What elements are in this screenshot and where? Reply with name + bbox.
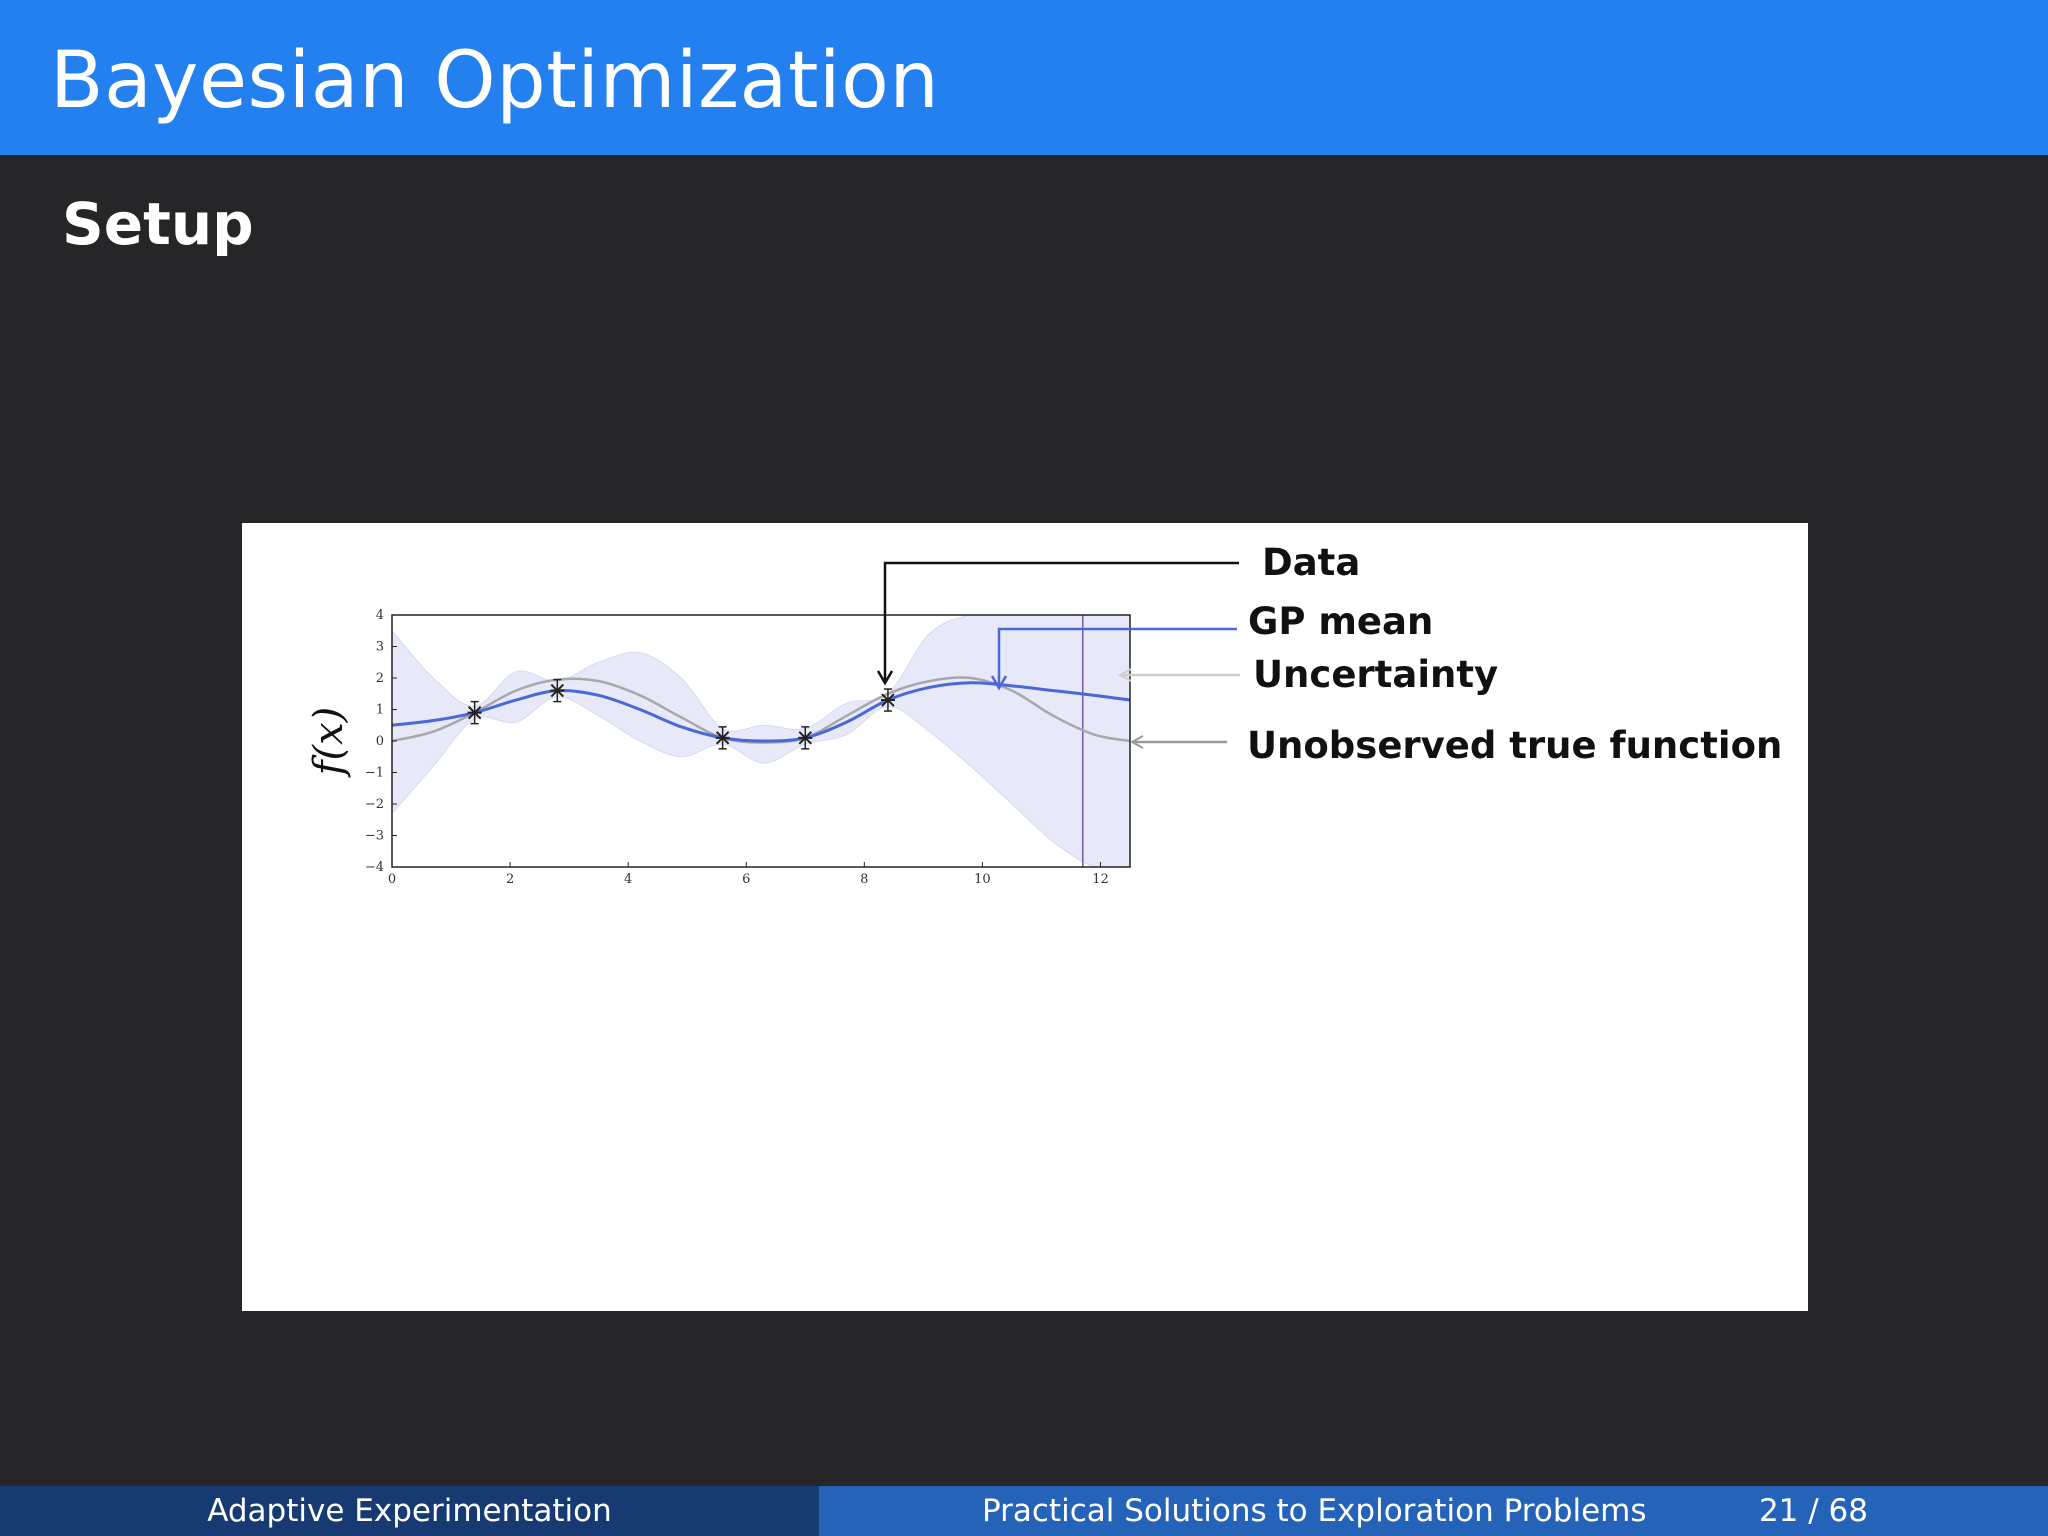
y-tick-label: −3 (365, 829, 384, 844)
x-tick-label: 10 (974, 872, 991, 887)
y-tick-label: −1 (365, 766, 384, 781)
data-point (467, 700, 482, 725)
slide-title: Bayesian Optimization (50, 36, 940, 126)
title-bar: Bayesian Optimization (0, 0, 2048, 155)
true-function-line (392, 676, 1130, 744)
gp-mean-annotation-arrow (990, 627, 1237, 691)
data-point (715, 726, 730, 750)
data-point (880, 688, 895, 712)
footer-right: Practical Solutions to Exploration Probl… (819, 1486, 2048, 1536)
footer-bar: Adaptive Experimentation Practical Solut… (0, 1486, 2048, 1536)
true-function-annotation-arrow (1129, 735, 1227, 749)
y-tick-label: 4 (376, 608, 384, 623)
y-tick-label: −4 (365, 860, 384, 875)
data-point (798, 726, 813, 750)
footer-page-number: 21 / 68 (1758, 1493, 1868, 1529)
y-tick-label: 3 (376, 640, 384, 655)
x-tick-label: 4 (624, 872, 632, 887)
x-tick-label: 6 (742, 872, 750, 887)
x-tick-label: 8 (860, 872, 868, 887)
x-tick-label: 2 (506, 872, 514, 887)
x-tick-label: 0 (388, 872, 396, 887)
y-tick-label: −2 (365, 797, 384, 812)
annotation-gp-mean: GP mean (1248, 600, 1433, 643)
footer-left: Adaptive Experimentation (0, 1486, 819, 1536)
data-point (550, 678, 565, 703)
uncertainty-annotation-arrow (1117, 668, 1240, 682)
footer-talk-title: Practical Solutions to Exploration Probl… (982, 1493, 1647, 1529)
y-axis-label: f(x) (306, 707, 352, 779)
figure-panel: 0 2 4 6 8 10 12 4 3 2 1 0 −1 −2 −3 −4 f(x) Data GP mean… (242, 523, 1808, 1311)
annotation-uncertainty: Uncertainty (1253, 653, 1498, 696)
annotation-true-function: Unobserved true function (1247, 724, 1782, 767)
gp-mean-line (392, 681, 1130, 743)
annotation-data: Data (1262, 541, 1360, 584)
y-tick-label: 0 (376, 734, 384, 749)
x-tick-label: 12 (1092, 872, 1109, 887)
y-tick-label: 2 (376, 671, 384, 686)
data-annotation-arrow (876, 561, 1239, 686)
y-tick-label: 1 (376, 703, 384, 718)
slide-subtitle: Setup (62, 190, 254, 258)
